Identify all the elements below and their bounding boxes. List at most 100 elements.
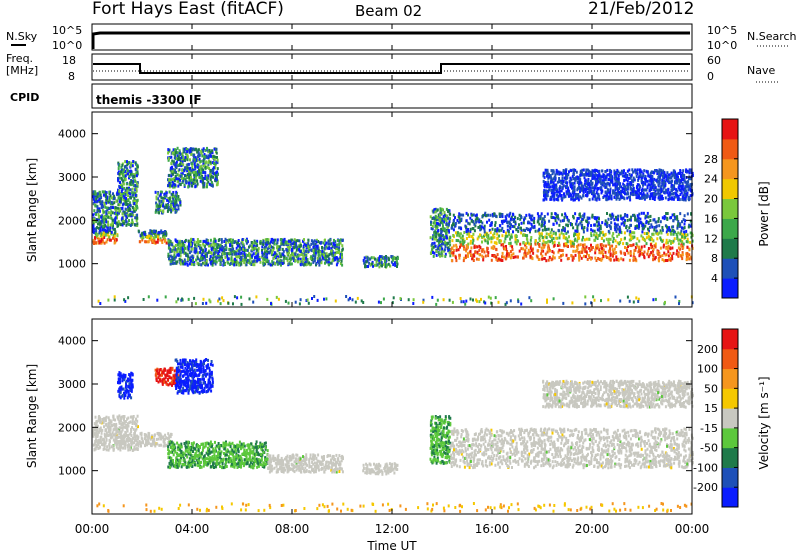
scatter-cell xyxy=(105,210,108,214)
scatter-cell xyxy=(623,214,626,218)
scatter-cell xyxy=(507,224,510,228)
scatter-cell xyxy=(449,254,452,258)
scatter-cell xyxy=(209,172,212,175)
scatter-cell xyxy=(433,241,436,245)
scatter-cell xyxy=(98,209,101,213)
scatter-cell xyxy=(564,172,567,176)
scatter-cell xyxy=(616,234,619,238)
scatter-cell xyxy=(293,242,296,246)
scatter-cell xyxy=(620,231,623,235)
scatter-cell xyxy=(437,213,440,217)
scatter-cell xyxy=(619,185,621,189)
scatter-cell xyxy=(476,237,479,241)
scatter-cell xyxy=(312,249,315,253)
scatter-cell xyxy=(593,216,596,220)
scatter-cell xyxy=(97,194,100,198)
scatter-cell xyxy=(685,168,688,172)
scatter-cell xyxy=(230,260,233,264)
scatter-cell xyxy=(638,225,641,228)
scatter-cell xyxy=(212,259,215,263)
scatter-cell xyxy=(439,246,442,250)
scatter-cell xyxy=(513,218,516,222)
scatter-cell xyxy=(202,179,205,183)
scatter-cell xyxy=(202,261,204,265)
scatter-cell xyxy=(602,252,604,256)
beam-title: Beam 02 xyxy=(355,2,422,20)
scatter-cell xyxy=(588,185,591,189)
scatter-cell xyxy=(218,250,221,254)
scatter-cell xyxy=(690,255,693,259)
scatter-cell xyxy=(176,196,178,200)
scatter-cell xyxy=(214,166,217,170)
scatter-cell xyxy=(626,218,629,222)
scatter-cell xyxy=(452,228,455,232)
scatter-cell xyxy=(336,261,339,265)
scatter-cell xyxy=(124,177,127,181)
scatter-cell xyxy=(530,236,533,239)
scatter-cell xyxy=(317,253,320,257)
scatter-cell xyxy=(270,253,273,257)
scatter-cell xyxy=(446,242,449,245)
scatter-cell xyxy=(594,235,597,239)
scatter-cell xyxy=(278,251,281,255)
scatter-cell xyxy=(165,194,168,198)
scatter-cell xyxy=(96,195,99,199)
scatter-cell xyxy=(652,258,655,262)
scatter-cell xyxy=(216,156,218,159)
scatter-cell xyxy=(489,213,492,217)
scatter-cell xyxy=(136,182,139,186)
scatter-cell xyxy=(171,170,174,174)
scatter-cell xyxy=(195,158,198,162)
scatter-cell xyxy=(558,233,561,237)
scatter-cell xyxy=(173,253,176,257)
scatter-cell xyxy=(185,148,188,151)
scatter-cell xyxy=(609,237,612,241)
scatter-cell xyxy=(107,200,110,204)
scatter-cell xyxy=(526,234,529,238)
scatter-cell xyxy=(431,217,434,220)
scatter-cell xyxy=(449,236,452,239)
scatter-cell xyxy=(184,174,187,178)
scatter-cell xyxy=(129,181,132,185)
scatter-cell xyxy=(198,166,201,170)
scatter-cell xyxy=(560,249,563,252)
scatter-cell xyxy=(677,220,680,223)
scatter-cell xyxy=(183,251,186,255)
scatter-cell xyxy=(677,222,680,226)
scatter-cell xyxy=(111,211,114,215)
scatter-cell xyxy=(650,223,653,227)
scatter-cell xyxy=(429,236,432,240)
scatter-cell xyxy=(194,249,197,253)
scatter-cell xyxy=(450,251,453,255)
scatter-cell xyxy=(286,258,289,262)
scatter-cell xyxy=(219,262,222,266)
scatter-cell xyxy=(240,241,243,245)
scatter-cell xyxy=(686,245,689,249)
scatter-cell xyxy=(208,149,211,152)
scatter-cell xyxy=(374,257,376,261)
scatter-cell xyxy=(248,259,251,263)
scatter-cell xyxy=(230,248,233,252)
scatter-cell xyxy=(501,251,504,255)
scatter-cell xyxy=(555,183,558,187)
scatter-cell xyxy=(497,257,500,261)
scatter-cell xyxy=(327,254,330,258)
scatter-cell xyxy=(174,170,176,174)
scatter-cell xyxy=(554,178,557,182)
scatter-cell xyxy=(563,216,566,220)
scatter-cell xyxy=(247,260,249,264)
scatter-cell xyxy=(664,259,667,262)
scatter-cell xyxy=(667,193,670,197)
scatter-cell xyxy=(246,258,249,262)
scatter-cell xyxy=(442,237,445,241)
scatter-cell xyxy=(472,238,475,242)
scatter-cell xyxy=(183,260,186,264)
scatter-cell xyxy=(336,239,339,242)
scatter-cell xyxy=(196,251,199,255)
scatter-cell xyxy=(583,188,586,192)
scatter-cell xyxy=(509,244,512,248)
scatter-cell xyxy=(671,254,674,258)
scatter-cell xyxy=(581,217,584,221)
scatter-cell xyxy=(549,231,552,235)
scatter-cell xyxy=(649,238,652,242)
